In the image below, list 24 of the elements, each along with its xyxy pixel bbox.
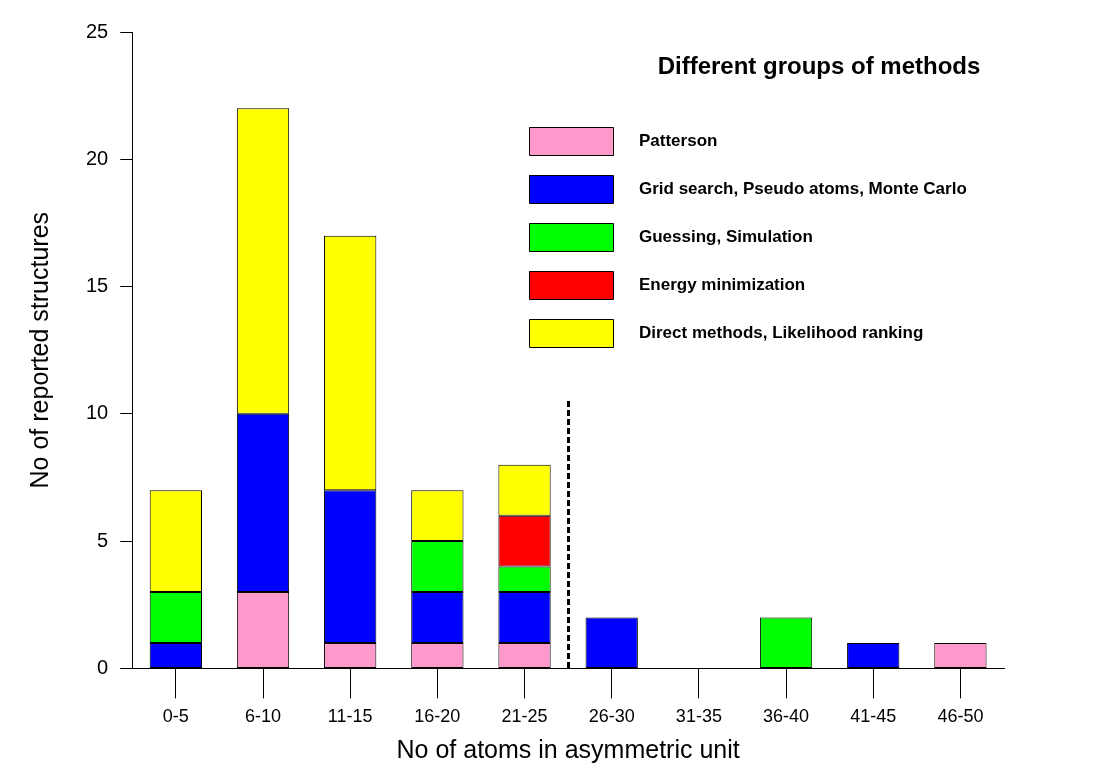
x-tick-label: 26-30 (588, 706, 635, 727)
legend-label: Patterson (639, 130, 718, 150)
legend-label: Energy minimization (639, 274, 806, 294)
y-tick-label: 25 (86, 19, 109, 42)
legend-label: Guessing, Simulation (639, 226, 813, 246)
x-tick-label: 21-25 (501, 706, 548, 727)
x-tick-label: 16-20 (414, 706, 461, 727)
x-tick-label: 36-40 (763, 706, 810, 727)
legend-label: Direct methods, Likelihood ranking (639, 322, 924, 342)
legend-label: Grid search, Pseudo atoms, Monte Carlo (639, 178, 967, 198)
x-tick-label: 0-5 (162, 706, 189, 727)
y-tick-label: 0 (97, 655, 109, 678)
x-axis-title: No of atoms in asymmetric unit (396, 734, 740, 763)
legend-title: Different groups of methods (657, 51, 981, 79)
x-tick-label: 6-10 (244, 706, 282, 727)
x-tick-label: 11-15 (327, 706, 373, 727)
y-tick-label: 5 (97, 528, 109, 551)
y-tick-label: 10 (86, 401, 109, 424)
x-tick-label: 41-45 (850, 706, 897, 727)
y-axis-title: No of reported structures (24, 211, 53, 489)
x-tick-label: 31-35 (675, 706, 722, 727)
y-tick-label: 20 (86, 146, 109, 169)
x-tick-label: 46-50 (937, 706, 984, 727)
y-tick-label: 15 (86, 274, 109, 297)
